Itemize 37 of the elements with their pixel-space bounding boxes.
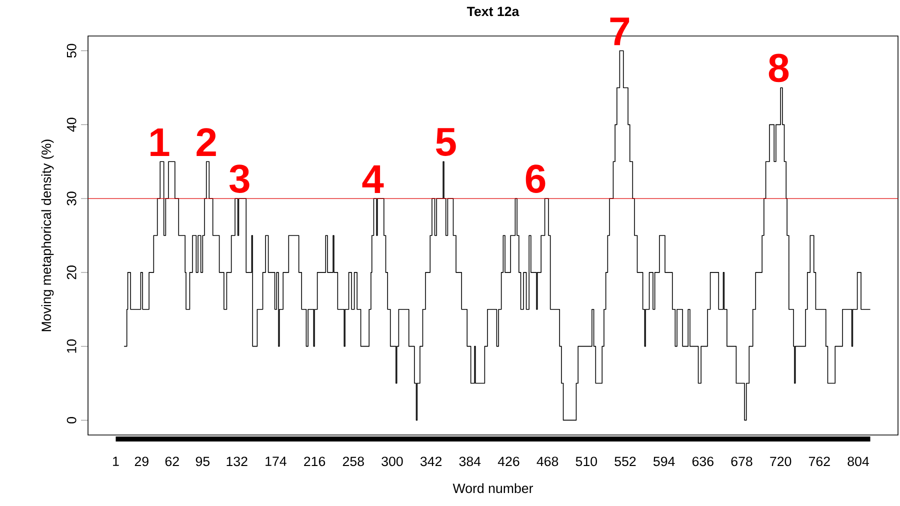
annotation: 6 xyxy=(526,164,546,193)
x-tick-label: 132 xyxy=(226,456,248,466)
annotation: 5 xyxy=(436,128,456,156)
y-axis-title: Moving metaphorical density (%) xyxy=(41,140,54,332)
chart-title: Text 12a xyxy=(466,6,520,16)
x-tick-label: 468 xyxy=(536,456,558,466)
x-tick-label: 29 xyxy=(134,456,148,466)
y-tick-label: 30 xyxy=(66,192,76,206)
x-tick-label: 552 xyxy=(614,456,636,466)
annotation: 2 xyxy=(196,128,216,156)
annotation: 1 xyxy=(150,128,170,156)
x-tick-label: 804 xyxy=(848,456,869,466)
x-axis-title: Word number xyxy=(452,483,534,494)
x-tick-label: 636 xyxy=(692,456,714,466)
x-tick-label: 384 xyxy=(459,456,481,466)
x-tick-label: 174 xyxy=(266,456,286,466)
x-tick-label: 678 xyxy=(731,456,752,466)
x-tick-label: 95 xyxy=(196,456,210,466)
x-tick-label: 426 xyxy=(498,456,520,466)
x-tick-label: 1 xyxy=(113,456,119,466)
y-tick-label: 50 xyxy=(66,44,76,58)
x-tick-label: 762 xyxy=(808,456,830,466)
x-tick-label: 62 xyxy=(165,456,179,466)
y-tick-label: 20 xyxy=(66,266,76,280)
x-tick-label: 300 xyxy=(382,456,403,466)
x-tick-label: 510 xyxy=(576,456,597,466)
x-tick-label: 342 xyxy=(420,456,442,466)
x-tick-label: 720 xyxy=(770,456,792,466)
y-tick-label: 10 xyxy=(66,339,76,353)
annotation: 4 xyxy=(362,165,384,193)
annotation: 8 xyxy=(768,54,789,82)
x-tick-label: 216 xyxy=(304,456,326,466)
y-tick-label: 0 xyxy=(66,417,76,424)
annotation: 3 xyxy=(229,164,250,193)
x-tick-label: 594 xyxy=(653,456,675,466)
y-tick-label: 40 xyxy=(66,118,76,132)
x-tick-label: 258 xyxy=(342,456,364,466)
